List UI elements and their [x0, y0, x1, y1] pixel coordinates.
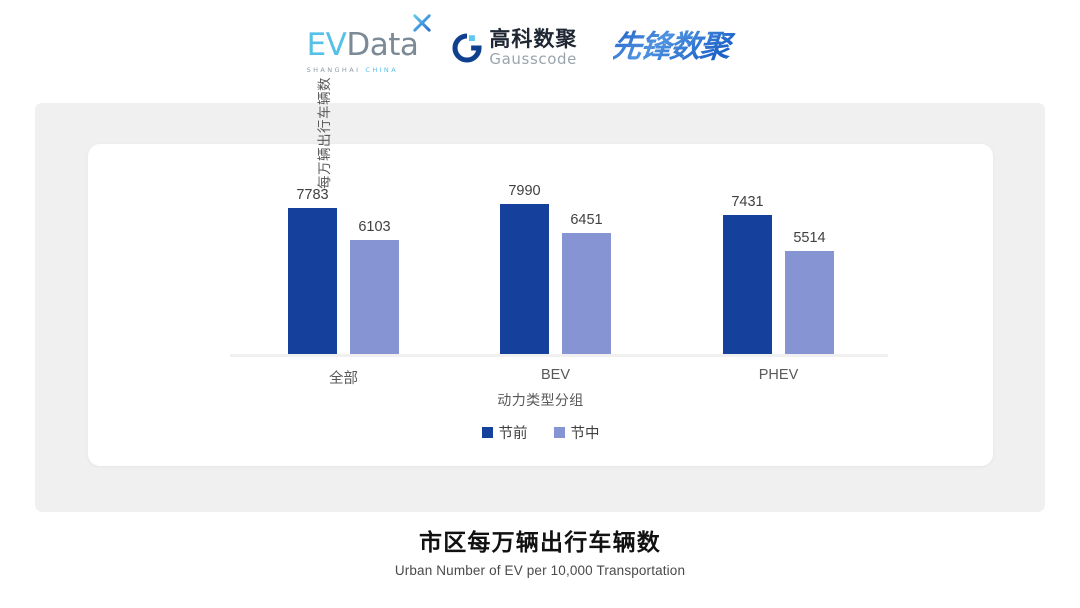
- legend-swatch-icon: [481, 427, 493, 438]
- bar: [785, 250, 834, 354]
- chart-legend: 节前 节中: [88, 422, 993, 443]
- gausscode-g-icon: [452, 33, 482, 63]
- svg-text:先锋数聚: 先锋数聚: [613, 29, 737, 65]
- gausscode-text: 高科数聚 Gausscode: [489, 29, 577, 67]
- caption-subtitle-en: Urban Number of EV per 10,000 Transporta…: [394, 562, 686, 578]
- x-axis-line: [230, 354, 888, 357]
- evdata-wordmark: EV Data: [306, 13, 432, 63]
- evdata-ev-text: EV: [306, 26, 347, 63]
- gausscode-en-text: Gausscode: [489, 50, 577, 68]
- x-axis-title: 动力类型分组: [497, 392, 584, 408]
- legend-item[interactable]: 节前: [481, 422, 528, 443]
- xianfeng-wordmark-icon: 先锋数聚: [609, 29, 737, 65]
- bar: [288, 208, 337, 354]
- legend-label: 节中: [570, 426, 600, 442]
- legend-label: 节前: [498, 426, 528, 442]
- category-label: PHEV: [758, 367, 799, 383]
- evdata-subtitle-shanghai: SHANGHAI: [306, 65, 361, 74]
- caption-title-cn: 市区每万辆出行车辆数: [419, 529, 661, 555]
- evdata-subtitle-china: CHINA: [365, 65, 399, 74]
- gausscode-cn-text: 高科数聚: [489, 27, 578, 51]
- gausscode-logo: 高科数聚 Gausscode: [452, 29, 577, 67]
- bar: [562, 233, 611, 354]
- bar-value-label: 7431: [731, 193, 764, 210]
- legend-item[interactable]: 节中: [553, 422, 600, 443]
- y-axis-title: 每万辆出行车辆数: [317, 77, 332, 189]
- bar-value-label: 5514: [793, 229, 826, 246]
- evdata-logo: EV Data SHANGHAI CHINA: [306, 13, 432, 74]
- logo-bar: EV Data SHANGHAI CHINA 高科数聚: [0, 0, 1080, 96]
- x-mark-icon: [413, 13, 432, 32]
- bar-value-label: 7990: [508, 183, 541, 200]
- bar: [500, 204, 549, 354]
- y-axis-title-wrap: 每万辆出行车辆数: [201, 77, 332, 312]
- chart-card: 每万辆出行车辆数 7783 6103 7990 6451 7431 5514 全部 BEV P…: [88, 77, 993, 466]
- bar-chart: 每万辆出行车辆数 7783 6103 7990 6451 7431 5514 全部 BEV P…: [88, 77, 993, 466]
- caption: 市区每万辆出行车辆数 Urban Number of EV per 10,000…: [0, 528, 1080, 578]
- bar-value-label: 6451: [570, 212, 603, 229]
- category-label: 全部: [329, 371, 358, 387]
- bar-value-label: 7783: [296, 187, 329, 204]
- evdata-subtitle: SHANGHAI CHINA: [307, 66, 398, 74]
- bar: [350, 239, 399, 354]
- legend-swatch-icon: [553, 427, 565, 438]
- evdata-data-text: Data: [346, 26, 419, 63]
- bar-value-label: 6103: [358, 218, 391, 235]
- bar: [723, 214, 772, 354]
- xianfeng-logo: 先锋数聚: [609, 26, 773, 71]
- category-label: BEV: [540, 367, 570, 383]
